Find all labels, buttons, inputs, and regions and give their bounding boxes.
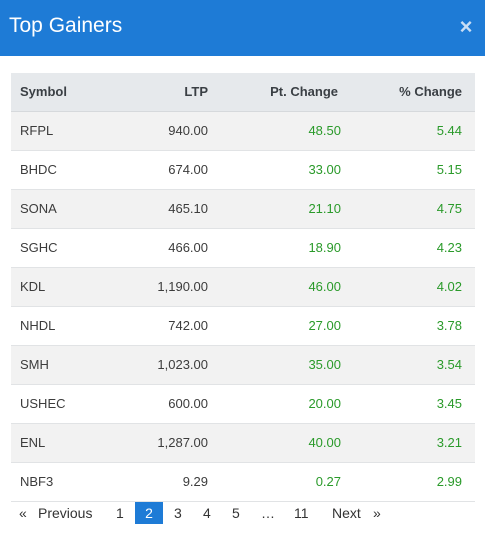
symbol-cell: ENL [11, 423, 139, 463]
close-icon[interactable]: × [459, 14, 473, 39]
ltp-cell: 600.00 [139, 384, 208, 424]
ltp-cell: 466.00 [139, 228, 208, 268]
table-row[interactable]: RFPL 940.00 48.50 5.44 [11, 111, 475, 151]
row-spacer [462, 462, 475, 502]
ltp-cell: 940.00 [139, 111, 208, 151]
page-3[interactable]: 3 [174, 505, 182, 521]
symbol-cell: KDL [11, 267, 139, 307]
modal-title: Top Gainers [9, 14, 123, 37]
pct-change-cell: 5.15 [341, 150, 462, 190]
ltp-cell: 1,190.00 [139, 267, 208, 307]
ltp-cell: 1,023.00 [139, 345, 208, 385]
table-row[interactable]: SGHC 466.00 18.90 4.23 [11, 228, 475, 268]
pt-change-cell: 20.00 [208, 384, 341, 424]
pt-change-cell: 48.50 [208, 111, 341, 151]
page-11[interactable]: 11 [294, 505, 309, 521]
pct-change-cell: 4.23 [341, 228, 462, 268]
page-4[interactable]: 4 [203, 505, 211, 521]
column-header-ltp[interactable]: LTP [139, 73, 208, 112]
row-spacer [462, 384, 475, 424]
table-row[interactable]: USHEC 600.00 20.00 3.45 [11, 384, 475, 424]
last-page-icon[interactable]: » [373, 505, 381, 521]
ltp-cell: 9.29 [139, 462, 208, 502]
pagination: « Previous 1 2 3 4 5 … 11 Next » [0, 500, 485, 526]
symbol-cell: SMH [11, 345, 139, 385]
pt-change-cell: 33.00 [208, 150, 341, 190]
ltp-cell: 742.00 [139, 306, 208, 346]
first-page-icon[interactable]: « [19, 505, 27, 521]
page-5[interactable]: 5 [232, 505, 240, 521]
column-header-pct-change[interactable]: % Change [341, 73, 462, 112]
page-1[interactable]: 1 [116, 505, 124, 521]
table-row[interactable]: SONA 465.10 21.10 4.75 [11, 189, 475, 229]
pt-change-cell: 0.27 [208, 462, 341, 502]
symbol-cell: SGHC [11, 228, 139, 268]
symbol-cell: NHDL [11, 306, 139, 346]
gainers-table-container: Symbol LTP Pt. Change % Change RFPL 940.0… [11, 73, 475, 502]
table-row[interactable]: NBF3 9.29 0.27 2.99 [11, 462, 475, 502]
pct-change-cell: 3.54 [341, 345, 462, 385]
row-spacer [462, 345, 475, 385]
row-spacer [462, 228, 475, 268]
pt-change-cell: 46.00 [208, 267, 341, 307]
previous-button[interactable]: Previous [38, 505, 93, 521]
pct-change-cell: 3.45 [341, 384, 462, 424]
page-2-active[interactable]: 2 [135, 502, 163, 524]
symbol-cell: USHEC [11, 384, 139, 424]
pct-change-cell: 5.44 [341, 111, 462, 151]
row-spacer [462, 423, 475, 463]
row-spacer [462, 189, 475, 229]
table-header-row: Symbol LTP Pt. Change % Change [11, 73, 475, 112]
ltp-cell: 465.10 [139, 189, 208, 229]
column-spacer [462, 73, 475, 112]
pct-change-cell: 2.99 [341, 462, 462, 502]
pt-change-cell: 40.00 [208, 423, 341, 463]
column-header-symbol[interactable]: Symbol [11, 73, 139, 112]
next-button[interactable]: Next [332, 505, 361, 521]
symbol-cell: SONA [11, 189, 139, 229]
ltp-cell: 1,287.00 [139, 423, 208, 463]
pt-change-cell: 27.00 [208, 306, 341, 346]
table-row[interactable]: BHDC 674.00 33.00 5.15 [11, 150, 475, 190]
table-row[interactable]: KDL 1,190.00 46.00 4.02 [11, 267, 475, 307]
row-spacer [462, 150, 475, 190]
pt-change-cell: 35.00 [208, 345, 341, 385]
pct-change-cell: 4.75 [341, 189, 462, 229]
pct-change-cell: 3.21 [341, 423, 462, 463]
pt-change-cell: 21.10 [208, 189, 341, 229]
row-spacer [462, 267, 475, 307]
table-row[interactable]: NHDL 742.00 27.00 3.78 [11, 306, 475, 346]
pct-change-cell: 3.78 [341, 306, 462, 346]
row-spacer [462, 111, 475, 151]
pt-change-cell: 18.90 [208, 228, 341, 268]
symbol-cell: NBF3 [11, 462, 139, 502]
pct-change-cell: 4.02 [341, 267, 462, 307]
row-spacer [462, 306, 475, 346]
table-row[interactable]: SMH 1,023.00 35.00 3.54 [11, 345, 475, 385]
ltp-cell: 674.00 [139, 150, 208, 190]
modal-header: Top Gainers × [0, 0, 485, 56]
symbol-cell: BHDC [11, 150, 139, 190]
table-row[interactable]: ENL 1,287.00 40.00 3.21 [11, 423, 475, 463]
gainers-table: Symbol LTP Pt. Change % Change RFPL 940.0… [11, 73, 475, 502]
symbol-cell: RFPL [11, 111, 139, 151]
column-header-pt-change[interactable]: Pt. Change [208, 73, 341, 112]
page-ellipsis: … [261, 505, 275, 521]
